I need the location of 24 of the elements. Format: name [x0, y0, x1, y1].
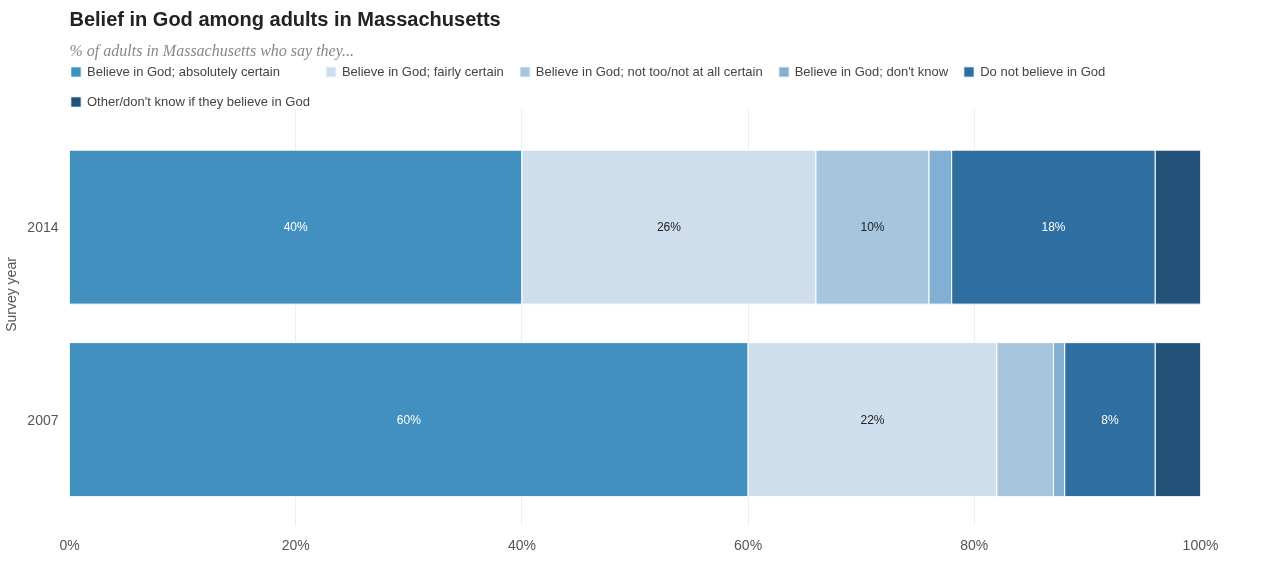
- data-label: 60%: [396, 412, 422, 427]
- x-tick-label: 80%: [960, 536, 989, 553]
- legend-label: Do not believe in God: [980, 63, 1106, 79]
- y-tick-label: 2007: [27, 411, 59, 428]
- x-tick-label: 40%: [507, 536, 536, 553]
- legend-label: Other/don't know if they believe in God: [87, 93, 310, 109]
- data-label: 26%: [656, 220, 682, 235]
- y-tick-label: 2014: [27, 219, 59, 236]
- x-tick-label: 100%: [1182, 536, 1219, 553]
- chart-subtitle: % of adults in Massachusetts who say they...: [69, 41, 354, 60]
- chart-title: Belief in God among adults in Massachusetts: [69, 7, 501, 30]
- data-label: 10%: [860, 220, 885, 235]
- data-label: 8%: [1101, 412, 1120, 427]
- x-tick-label: 0%: [59, 536, 80, 553]
- data-label: 40%: [283, 220, 309, 235]
- data-label: 18%: [1041, 220, 1066, 235]
- legend-label: Believe in God; not too/not at all certain: [535, 63, 763, 79]
- y-axis-title: Survey year: [3, 256, 20, 332]
- legend-label: Believe in God; don't know: [794, 63, 949, 79]
- x-tick-label: 20%: [281, 536, 310, 553]
- legend-label: Believe in God; absolutely certain: [87, 63, 280, 79]
- data-label: 22%: [860, 412, 885, 427]
- legend-label: Believe in God; fairly certain: [341, 63, 504, 79]
- x-tick-label: 60%: [734, 536, 763, 553]
